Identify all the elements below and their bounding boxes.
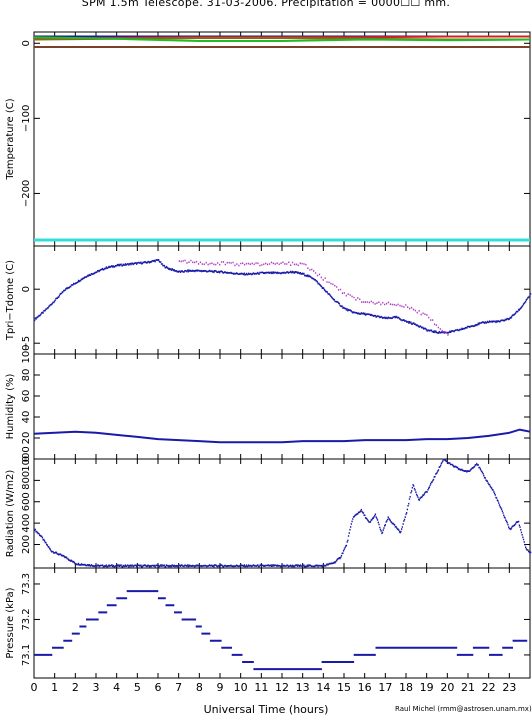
panel-4-ytick-label: 200 [21,535,32,554]
panel-3-ytick-label: 80 [21,369,32,382]
panel-2-series-2 [178,259,449,336]
panel-5-xtick-label: 17 [378,681,392,694]
panel-5-series-1 [34,590,528,671]
panel-5-xtick-label: 1 [51,681,58,694]
panel-5-xtick-label: 9 [217,681,224,694]
panel-3-frame [33,353,531,460]
panel-5-xtick-label: 6 [155,681,162,694]
panel-5-ytick-label: 73.2 [21,608,32,630]
panel-5-xtick-label: 15 [337,681,351,694]
panel-2-ylabel: Tpri−Tdome (C) [5,260,16,341]
panel-3-ytick-label: 60 [21,390,32,403]
panel-4-ytick-label: 600 [21,492,32,511]
panel-5-xtick-label: 23 [502,681,516,694]
panel-2-frame [33,245,531,355]
panel-2-ytick-label: −5 [21,336,32,351]
panel-5-xtick-label: 13 [296,681,310,694]
panel-5-xtick-label: 7 [175,681,182,694]
panel-3-ytick-label: 100 [21,344,32,363]
panel-1-ytick-label: −200 [21,180,32,207]
panel-4-ytick-label: 400 [21,514,32,533]
panel-5-ytick-label: 73.1 [21,644,32,666]
panel-5-xtick-label: 5 [134,681,141,694]
panel-2-series-1 [34,259,532,334]
panel-5-xtick-label: 10 [234,681,248,694]
panel-4-ylabel: Radiation (W/m2) [5,470,16,558]
panel-5-ytick-label: 73.3 [21,573,32,595]
panel-5-xtick-label: 3 [93,681,100,694]
panel-5-xtick-label: 18 [399,681,413,694]
panel-5-xtick-label: 8 [196,681,203,694]
panel-5-xtick-label: 2 [72,681,79,694]
panel-5-xtick-label: 0 [31,681,38,694]
panel-5-xtick-label: 16 [358,681,372,694]
panel-5-xtick-label: 19 [420,681,434,694]
panel-5-xtick-label: 14 [316,681,330,694]
panel-5-xtick-label: 11 [254,681,268,694]
panel-1-ylabel: Temperature (C) [5,98,16,180]
panel-5-xtick-label: 4 [113,681,120,694]
panel-5-frame [33,567,531,679]
panel-5-ylabel: Pressure (kPa) [5,587,16,658]
panel-5-xtick-label: 20 [440,681,454,694]
chart-title: SPM 1.5m Telescope. 31-03-2006. Precipit… [81,0,451,9]
panel-4-ytick-label: 800 [21,471,32,490]
panel-3-ytick-label: 40 [21,411,32,424]
panel-4-ytick-label: 1000 [21,446,32,471]
panel-2-ytick-label: 0 [21,286,32,292]
panel-3-ylabel: Humidity (%) [5,373,16,439]
panel-1-frame [33,31,531,247]
panel-4-series-1 [34,458,532,568]
panel-1-ytick-label: 0 [21,40,32,46]
panel-5-xtick-label: 21 [461,681,475,694]
panel-3-ytick-label: 20 [21,432,32,445]
panel-5-xtick-label: 12 [275,681,289,694]
panel-3-ytick-label: 0 [21,456,32,462]
panel-3-series-1 [33,428,531,444]
panel-1-ytick-label: −100 [21,105,32,132]
x-axis-label: Universal Time (hours) [203,703,329,716]
panel-4-frame [33,458,531,569]
panel-5-xtick-label: 22 [482,681,496,694]
credit-text: Raul Michel (rmm@astrosen.unam.mx) [395,705,532,713]
panel-1-series-4 [33,36,531,42]
